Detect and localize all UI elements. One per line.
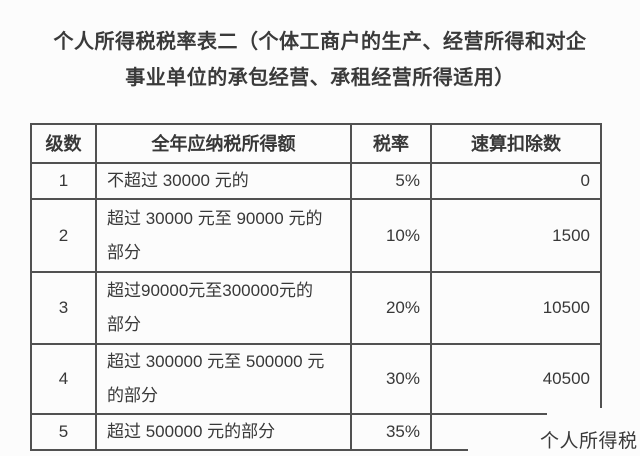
cell-rate: 5% bbox=[350, 162, 432, 200]
table-row: 4 超过 300000 元至 500000 元 的部分 30% 40500 bbox=[30, 343, 602, 415]
page-title: 个人所得税税率表二（个体工商户的生产、经营所得和对企 事业单位的承包经营、承租经… bbox=[0, 24, 640, 96]
col-header-income: 全年应纳税所得额 bbox=[95, 123, 352, 164]
watermark-text: 个人所得税 bbox=[540, 431, 638, 452]
table-row: 2 超过 30000 元至 90000 元的 部分 10% 1500 bbox=[30, 198, 602, 273]
page-title-line1: 个人所得税税率表二（个体工商户的生产、经营所得和对企 bbox=[53, 31, 587, 53]
cell-deduction: 0 bbox=[430, 162, 602, 200]
cell-income: 超过 30000 元至 90000 元的 部分 bbox=[95, 198, 352, 273]
table-cutoff-mask-bottom bbox=[468, 441, 552, 456]
cell-deduction: 40500 bbox=[430, 343, 602, 415]
cell-income: 超过 300000 元至 500000 元 的部分 bbox=[95, 343, 352, 415]
cell-deduction: 1500 bbox=[430, 198, 602, 273]
cell-level: 4 bbox=[30, 343, 97, 415]
cell-rate: 30% bbox=[350, 343, 432, 415]
cell-level: 5 bbox=[30, 413, 97, 451]
col-header-deduction: 速算扣除数 bbox=[430, 123, 602, 164]
cell-income: 超过90000元至300000元的 部分 bbox=[95, 271, 352, 345]
cell-rate: 35% bbox=[350, 413, 432, 451]
table-row: 5 超过 500000 元的部分 35% bbox=[30, 413, 602, 451]
tax-rate-table: 级数 全年应纳税所得额 税率 速算扣除数 1 不超过 30000 元的 5% 0… bbox=[30, 123, 602, 451]
col-header-level: 级数 bbox=[30, 123, 97, 164]
cell-level: 1 bbox=[30, 162, 97, 200]
cell-rate: 20% bbox=[350, 271, 432, 345]
cell-level: 2 bbox=[30, 198, 97, 273]
cell-level: 3 bbox=[30, 271, 97, 345]
col-header-rate: 税率 bbox=[350, 123, 432, 164]
cell-rate: 10% bbox=[350, 198, 432, 273]
page-title-line2: 事业单位的承包经营、承租经营所得适用） bbox=[125, 67, 515, 89]
header-row: 级数 全年应纳税所得额 税率 速算扣除数 bbox=[30, 123, 602, 164]
cell-income: 超过 500000 元的部分 bbox=[95, 413, 352, 451]
cell-income: 不超过 30000 元的 bbox=[95, 162, 352, 200]
cell-deduction: 10500 bbox=[430, 271, 602, 345]
table-row: 1 不超过 30000 元的 5% 0 bbox=[30, 162, 602, 200]
table-row: 3 超过90000元至300000元的 部分 20% 10500 bbox=[30, 271, 602, 345]
table-cutoff-mask-right bbox=[547, 408, 640, 456]
